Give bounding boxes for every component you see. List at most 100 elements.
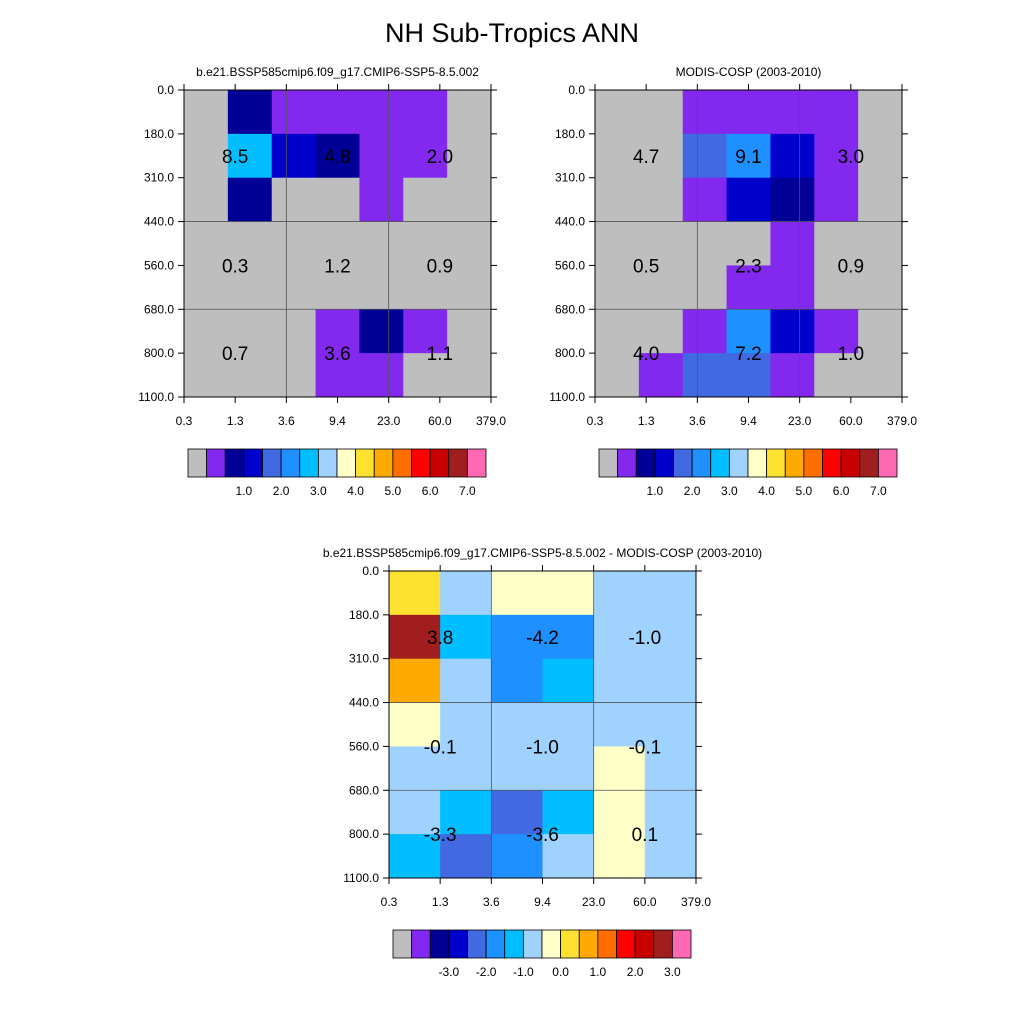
heatmap-cell [227,90,273,135]
heatmap-cell [403,353,448,398]
heatmap-cell [447,309,492,354]
heatmap-cell [227,265,273,310]
heatmap-cell [315,133,360,179]
x-tick-label: 60.0 [839,414,863,428]
heatmap-cell [271,133,317,179]
heatmap-cell [491,658,543,704]
heatmap-cell [227,221,273,266]
colorbar-swatch [578,929,599,959]
x-tick-label: 1.3 [432,895,449,909]
cell-value-label: -1.0 [526,737,559,758]
heatmap-cell [638,90,684,135]
y-tick-label: 1100.0 [343,871,379,885]
heatmap-cell [389,571,441,616]
x-tick-label: 379.0 [887,414,917,428]
colorbar-label: 7.0 [870,484,887,498]
cell-value-label: 0.7 [222,344,248,365]
heatmap-cell [726,353,771,398]
y-tick-label: 0.0 [568,83,585,97]
heatmap-cell [858,265,903,310]
heatmap-cell [389,614,441,660]
heatmap-cell [271,221,317,266]
heatmap-cell [542,746,595,791]
heatmap-cell [814,90,859,135]
cell-value-label: 1.2 [324,256,350,277]
heatmap-cell [542,834,595,879]
heatmap-cell [644,746,697,791]
colorbar-label: 6.0 [833,484,850,498]
x-tick-label: 23.0 [788,414,812,428]
cell-value-label: 2.0 [427,147,453,168]
heatmap-cell [726,133,771,179]
heatmap-cell [271,177,317,223]
heatmap-cell [593,790,646,835]
heatmap-cell [271,90,317,135]
heatmap-cell [447,353,492,398]
x-tick-label: 9.4 [329,414,346,428]
colorbar-swatch [411,929,431,959]
colorbar-swatch [336,448,357,478]
heatmap-cell [389,746,441,791]
heatmap-cell [595,133,640,179]
y-tick-label: 560.0 [349,739,379,753]
colorbar-label: 2.0 [627,965,644,979]
heatmap-cell [593,658,646,704]
cell-value-label: 2.3 [735,256,761,277]
y-tick-label: 680.0 [349,783,379,797]
colorbar-swatch [466,448,487,478]
heatmap-cell [184,90,229,135]
figure-title: NH Sub-Tropics ANN [384,18,640,48]
colorbar-swatch [653,929,673,959]
x-tick-label: 1.3 [227,414,244,428]
colorbar-swatch [504,929,524,959]
heatmap-cell [403,309,448,354]
colorbar-swatch [691,448,712,478]
colorbar-swatch [485,929,506,959]
heatmap-cell [491,790,543,835]
colorbar-swatch [673,448,693,478]
heatmap-cell [726,265,771,310]
cell-value-label: 8.5 [222,147,248,168]
heatmap-cell [644,614,697,660]
heatmap-cell [644,790,697,835]
heatmap-cell [440,834,492,879]
x-tick-label: 23.0 [377,414,401,428]
y-tick-label: 680.0 [144,302,174,316]
y-tick-label: 180.0 [555,127,585,141]
colorbar-swatch [392,448,412,478]
heatmap-cell [403,133,448,179]
colorbar-swatch [635,448,656,478]
heatmap-cell [359,177,404,223]
heatmap-cell [184,133,229,179]
heatmap-cell [638,177,684,223]
heatmap-cell [595,90,640,135]
heatmap-cell [447,90,492,135]
x-tick-label: 379.0 [476,414,506,428]
heatmap-cell [542,571,595,616]
heatmap-cell [858,353,903,398]
colorbar-label: 3.0 [721,484,738,498]
heatmap-cell [644,834,697,879]
heatmap-cell [542,702,595,747]
colorbar-label: 5.0 [796,484,813,498]
cell-value-label: 4.7 [633,147,659,168]
cell-value-label: -1.0 [628,628,661,649]
heatmap-cell [682,309,728,354]
cell-value-label: 4.8 [324,147,350,168]
colorbar-swatch [429,448,450,478]
heatmap-cell [359,133,404,179]
heatmap-cell [271,353,317,398]
heatmap-cell [593,702,646,747]
colorbar-swatch [634,929,655,959]
heatmap-cell [315,309,360,354]
heatmap-cell [491,834,543,879]
x-tick-label: 60.0 [428,414,452,428]
heatmap-cell [858,133,903,179]
heatmap-cell [440,614,492,660]
cell-value-label: 0.5 [633,256,659,277]
colorbar-label: 3.0 [664,965,681,979]
colorbar-swatch [766,448,786,478]
heatmap-cell [858,221,903,266]
cell-value-label: -4.2 [526,628,559,649]
heatmap-cell [638,353,684,398]
